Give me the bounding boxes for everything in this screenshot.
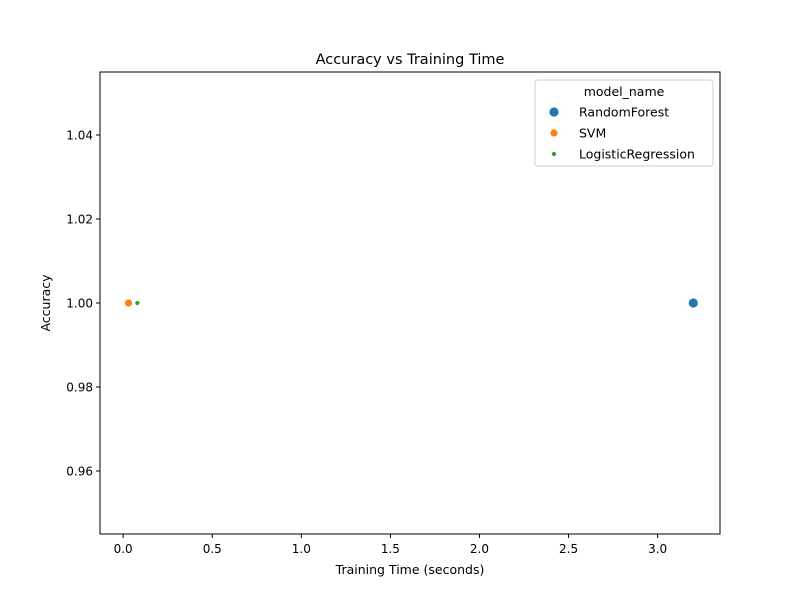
legend-marker-svm <box>549 128 559 138</box>
legend-label: SVM <box>579 126 606 141</box>
legend: model_name RandomForest SVM LogisticRegres… <box>534 79 714 167</box>
data-points <box>124 297 699 309</box>
x-tick-label: 2.5 <box>559 542 578 556</box>
x-tick-label: 1.0 <box>292 542 311 556</box>
x-tick-label: 2.0 <box>470 542 489 556</box>
legend-frame <box>534 79 714 167</box>
x-tick-label: 3.0 <box>648 542 667 556</box>
point-svm <box>124 298 133 308</box>
y-tick-label: 1.02 <box>66 213 93 227</box>
x-tick-label: 0.0 <box>114 542 133 556</box>
point-logisticregression <box>134 300 141 306</box>
chart-title: Accuracy vs Training Time <box>316 52 505 68</box>
legend-marker-randomforest <box>548 106 560 118</box>
legend-label: RandomForest <box>579 105 669 120</box>
x-tick-label: 1.5 <box>381 542 400 556</box>
y-tick-label: 0.96 <box>66 465 93 479</box>
x-tick-label: 0.5 <box>203 542 222 556</box>
legend-title: model_name <box>584 84 665 99</box>
y-tick-label: 0.98 <box>66 381 93 395</box>
legend-label: LogisticRegression <box>579 147 695 162</box>
x-axis-label: Training Time (seconds) <box>335 562 485 577</box>
legend-marker-logisticregression <box>551 151 557 157</box>
x-axis: 0.0 0.5 1.0 1.5 2.0 2.5 3.0 <box>114 534 667 556</box>
point-randomforest <box>687 297 699 309</box>
y-axis-label: Accuracy <box>38 274 53 332</box>
y-tick-label: 1.04 <box>66 129 93 143</box>
y-axis: 0.96 0.98 1.00 1.02 1.04 <box>66 129 100 479</box>
y-tick-label: 1.00 <box>66 297 93 311</box>
